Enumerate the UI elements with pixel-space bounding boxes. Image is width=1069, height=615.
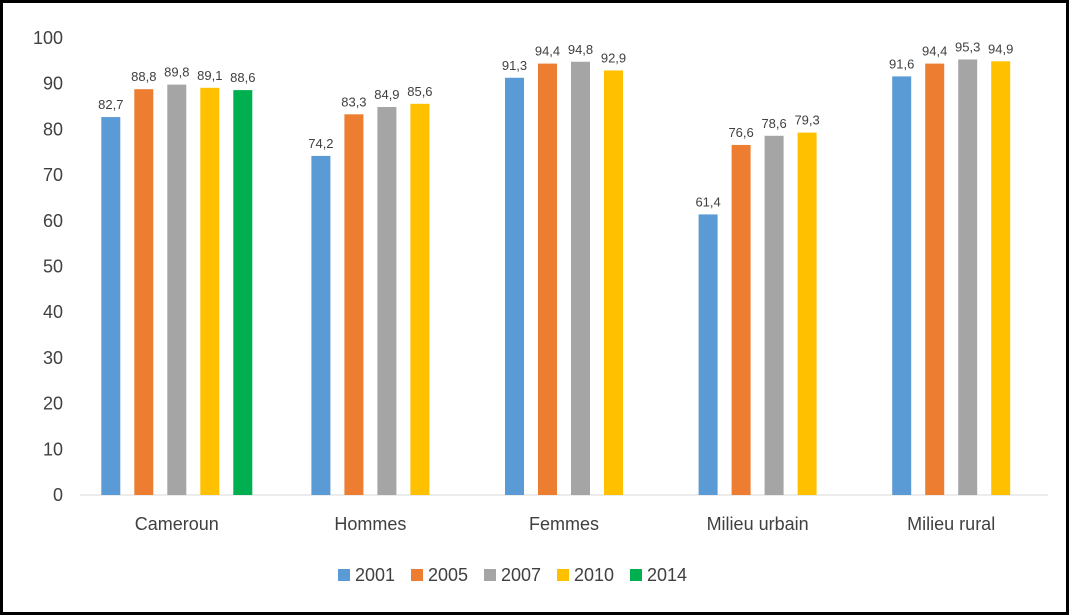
data-label: 79,3 bbox=[794, 113, 819, 128]
data-label: 78,6 bbox=[761, 116, 786, 131]
y-tick-label: 40 bbox=[43, 302, 63, 322]
bar-2007 bbox=[764, 135, 784, 495]
data-label: 84,9 bbox=[374, 87, 399, 102]
data-label: 89,8 bbox=[164, 65, 189, 80]
bar-2001 bbox=[505, 77, 524, 495]
data-label: 89,1 bbox=[197, 68, 222, 83]
bar-2007 bbox=[571, 61, 590, 495]
data-label: 61,4 bbox=[695, 194, 720, 209]
data-label: 88,8 bbox=[131, 69, 156, 84]
data-label: 74,2 bbox=[308, 136, 333, 151]
bar-chart: 0 10 20 30 40 50 60 70 80 90 100 82,7 88,8 89,8 89,1 88… bbox=[33, 28, 1048, 585]
bar-2005 bbox=[925, 63, 945, 495]
legend-swatch-2001 bbox=[338, 569, 350, 581]
bar-2005 bbox=[731, 144, 751, 496]
data-label: 82,7 bbox=[98, 97, 123, 112]
data-label: 91,3 bbox=[502, 58, 527, 73]
legend-swatch-2014 bbox=[630, 569, 642, 581]
bar-2007 bbox=[958, 59, 978, 495]
category-label: Cameroun bbox=[135, 514, 219, 534]
bar-2007 bbox=[377, 107, 397, 496]
category-label: Milieu rural bbox=[907, 514, 995, 534]
legend-label: 2007 bbox=[501, 565, 541, 585]
bar-2001 bbox=[101, 117, 121, 495]
data-label: 88,6 bbox=[230, 70, 255, 85]
y-tick-label: 30 bbox=[43, 348, 63, 368]
y-tick-label: 70 bbox=[43, 165, 63, 185]
legend-label: 2005 bbox=[428, 565, 468, 585]
bar-2005 bbox=[538, 63, 557, 495]
legend-swatch-2007 bbox=[484, 569, 496, 581]
y-tick-label: 50 bbox=[43, 257, 63, 277]
bar-2005 bbox=[344, 114, 364, 495]
data-label: 94,4 bbox=[535, 44, 560, 59]
bar-2005 bbox=[134, 89, 154, 496]
data-label: 94,8 bbox=[568, 42, 593, 57]
y-tick-label: 10 bbox=[43, 439, 63, 459]
bar-2010 bbox=[410, 103, 430, 496]
bar-2001 bbox=[892, 76, 912, 495]
category-label: Femmes bbox=[529, 514, 599, 534]
bar-2001 bbox=[311, 155, 331, 495]
data-label: 76,6 bbox=[728, 125, 753, 140]
category-label: Hommes bbox=[334, 514, 406, 534]
bar-2010 bbox=[200, 87, 220, 496]
y-tick-label: 60 bbox=[43, 211, 63, 231]
data-label: 94,9 bbox=[988, 41, 1013, 56]
legend-label: 2014 bbox=[647, 565, 687, 585]
legend-label: 2001 bbox=[355, 565, 395, 585]
category-label: Milieu urbain bbox=[707, 514, 809, 534]
data-label: 83,3 bbox=[341, 94, 366, 109]
y-tick-label: 20 bbox=[43, 394, 63, 414]
y-tick-label: 80 bbox=[43, 119, 63, 139]
data-label: 91,6 bbox=[889, 56, 914, 71]
y-tick-label: 0 bbox=[53, 485, 63, 505]
y-tick-label: 90 bbox=[43, 74, 63, 94]
legend-swatch-2010 bbox=[557, 569, 569, 581]
data-label: 95,3 bbox=[955, 39, 980, 54]
bar-2001 bbox=[698, 214, 718, 496]
bar-2010 bbox=[991, 61, 1011, 495]
data-label: 94,4 bbox=[922, 44, 947, 59]
y-tick-label: 100 bbox=[33, 28, 63, 48]
legend-label: 2010 bbox=[574, 565, 614, 585]
bar-2007 bbox=[167, 84, 187, 495]
legend-swatch-2005 bbox=[411, 569, 423, 581]
bar-2010 bbox=[604, 70, 623, 496]
bar-2010 bbox=[797, 132, 817, 495]
data-label: 85,6 bbox=[407, 84, 432, 99]
bar-2014 bbox=[233, 90, 253, 496]
data-label: 92,9 bbox=[601, 50, 626, 65]
